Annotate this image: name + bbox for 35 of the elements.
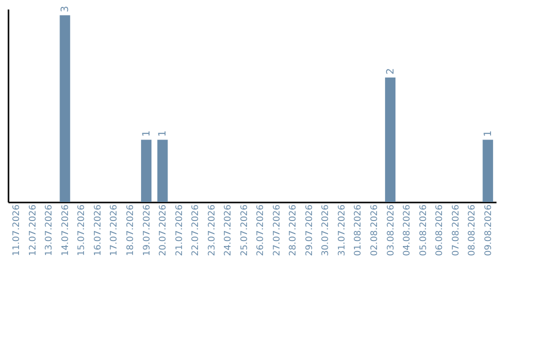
x-tick-label: 26.07.2026	[256, 204, 266, 256]
x-tick-label: 30.07.2026	[321, 204, 332, 256]
x-tick-label: 27.07.2026	[272, 204, 282, 256]
data-label: 1	[158, 130, 169, 137]
x-tick-label: 01.08.2026	[354, 204, 364, 256]
x-tick-label: 29.07.2026	[304, 204, 315, 256]
x-tick-label: 11.07.2026	[12, 204, 22, 256]
x-tick-label: 22.07.2026	[191, 204, 202, 256]
data-label: 1	[141, 130, 152, 137]
x-tick-label: 08.08.2026	[468, 204, 478, 256]
x-tick-label: 31.07.2026	[337, 204, 348, 256]
x-tick-label: 24.07.2026	[224, 204, 234, 256]
data-label: 2	[385, 68, 396, 74]
x-tick-label: 28.07.2026	[288, 204, 299, 256]
x-tick-label: 23.07.2026	[207, 204, 218, 256]
x-tick-label: 18.07.2026	[126, 204, 136, 256]
x-tick-label: 19.07.2026	[142, 204, 152, 256]
x-tick-label: 21.07.2026	[174, 204, 185, 256]
x-tick-label: 07.08.2026	[451, 204, 462, 256]
data-label: 3	[60, 6, 71, 12]
x-tick-label: 09.08.2026	[484, 204, 494, 256]
x-tick-label: 03.08.2026	[386, 204, 396, 256]
x-tick-label: 05.08.2026	[418, 204, 429, 256]
data-label: 1	[482, 130, 494, 137]
x-tick-label: 04.08.2026	[402, 204, 413, 256]
x-tick-label: 15.07.2026	[77, 204, 88, 256]
x-tick-label: 17.07.2026	[110, 204, 120, 256]
x-tick-label: 16.07.2026	[93, 204, 104, 256]
x-tick-label: 02.08.2026	[370, 204, 380, 256]
x-tick-label: 12.07.2026	[28, 204, 38, 256]
x-tick-label: 25.07.2026	[240, 204, 250, 256]
x-tick-label: 14.07.2026	[60, 204, 71, 256]
x-tick-label: 06.08.2026	[435, 204, 446, 256]
x-tick-label: 20.07.2026	[158, 204, 169, 256]
x-tick-label: 13.07.2026	[44, 204, 55, 256]
